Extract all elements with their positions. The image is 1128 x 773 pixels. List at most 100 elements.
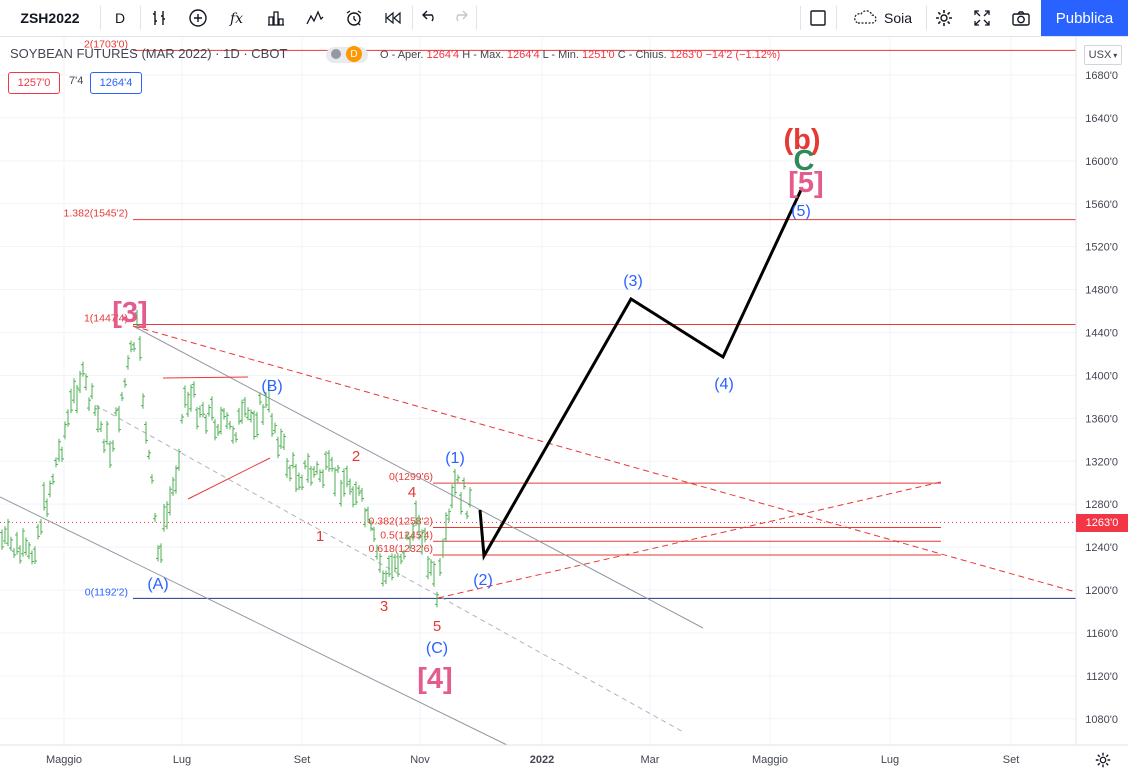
y-tick-label: 1400'0 bbox=[1085, 370, 1118, 382]
spread-value: 7'4 bbox=[69, 75, 84, 87]
y-tick-label: 1680'0 bbox=[1085, 70, 1118, 82]
delayed-badge: D bbox=[346, 46, 362, 62]
chart-grid bbox=[0, 37, 1076, 745]
triangle-bottom-line bbox=[187, 457, 271, 500]
wave-label: 2 bbox=[352, 448, 360, 465]
svg-text:fx: fx bbox=[229, 11, 243, 27]
wave-label: (5) bbox=[791, 203, 811, 220]
redo-icon[interactable] bbox=[444, 0, 476, 36]
wave-label: 4 bbox=[408, 484, 416, 501]
last-price-label: 1263'0 bbox=[1076, 514, 1128, 532]
low-value: 1251'0 bbox=[581, 49, 615, 61]
interval-button[interactable]: D bbox=[100, 0, 140, 36]
y-tick-label: 1560'0 bbox=[1085, 199, 1118, 211]
replay-icon[interactable] bbox=[375, 0, 411, 36]
y-tick-label: 1080'0 bbox=[1085, 714, 1118, 726]
top-toolbar: ZSH2022 D fx Soia Pubblica bbox=[0, 0, 1128, 37]
buy-price-box[interactable]: 1264'4 bbox=[90, 72, 142, 94]
symbol-search-label: Soia bbox=[883, 10, 913, 26]
close-value: 1263'0 bbox=[669, 49, 703, 61]
symbol-search-button[interactable]: Soia bbox=[838, 0, 926, 36]
interval-label: D bbox=[114, 10, 126, 26]
wave-label: 3 bbox=[380, 598, 388, 615]
high-value: 1264'4 bbox=[506, 49, 540, 61]
chart-drawings: 2(1703'0) 1.382(1545'2) 1(1447'4) 0(1192'2)… bbox=[0, 38, 1077, 746]
cloud-icon bbox=[854, 10, 877, 24]
channel-mid-dashed-line bbox=[94, 404, 686, 734]
high-label: H - Max. bbox=[462, 49, 504, 61]
change-value: −14'2 (−1.12%) bbox=[705, 49, 781, 61]
chart-axes: 1680'0 1640'0 1600'0 1560'0 1520'0 1480'0 1440… bbox=[0, 37, 1128, 766]
wave-label: (b) bbox=[783, 124, 820, 156]
lower-dashed-trendline bbox=[437, 481, 942, 599]
market-status-dot bbox=[331, 49, 341, 59]
y-tick-label: 1240'0 bbox=[1085, 542, 1118, 554]
fib-level-label: 0(1192'2) bbox=[85, 586, 128, 598]
symbol-label: ZSH2022 bbox=[20, 10, 80, 26]
y-tick-label: 1280'0 bbox=[1085, 499, 1118, 511]
bars-chart-icon[interactable] bbox=[142, 0, 178, 36]
wave-label: 5 bbox=[433, 618, 441, 635]
triangle-top-line bbox=[162, 376, 249, 379]
layout-square-icon[interactable] bbox=[801, 0, 835, 36]
currency-selector[interactable]: USX ▾ bbox=[1084, 45, 1122, 65]
x-tick-label: Maggio bbox=[46, 754, 82, 766]
y-tick-label: 1640'0 bbox=[1085, 113, 1118, 125]
wave-label: (3) bbox=[623, 273, 643, 290]
undo-icon[interactable] bbox=[414, 0, 446, 36]
fib-level-label: 0(1299'6) bbox=[389, 471, 433, 483]
currency-label: USX bbox=[1088, 49, 1112, 61]
fib-level-label: 1(1447'4) bbox=[84, 313, 128, 325]
low-label: L - Min. bbox=[542, 49, 579, 61]
fullscreen-icon[interactable] bbox=[965, 0, 999, 36]
fib-level-label: 2(1703'0) bbox=[84, 38, 128, 50]
x-tick-label: Set bbox=[294, 754, 311, 766]
wave-label: [5] bbox=[788, 167, 823, 199]
wave-label: C bbox=[794, 145, 815, 177]
ohlc-readout: O - Aper. 1264'4 H - Max. 1264'4 L - Min… bbox=[380, 49, 780, 61]
y-tick-label: 1120'0 bbox=[1086, 671, 1118, 683]
add-compare-icon[interactable] bbox=[180, 0, 216, 36]
fib-level-label: 0.382(1258'2) bbox=[369, 516, 433, 528]
x-tick-label: Lug bbox=[173, 754, 191, 766]
y-tick-label: 1440'0 bbox=[1085, 328, 1118, 340]
y-tick-label: 1320'0 bbox=[1085, 456, 1118, 468]
y-tick-label: 1360'0 bbox=[1085, 413, 1118, 425]
channel-bottom-line bbox=[0, 496, 508, 746]
wave-label: (1) bbox=[445, 450, 465, 467]
wave-label: (A) bbox=[147, 576, 168, 593]
symbol-button[interactable]: ZSH2022 bbox=[0, 0, 100, 36]
settings-gear-icon[interactable] bbox=[927, 0, 961, 36]
chart-canvas[interactable]: 2(1703'0) 1.382(1545'2) 1(1447'4) 0(1192'2)… bbox=[0, 37, 1128, 773]
alert-icon[interactable] bbox=[336, 0, 372, 36]
indicators-fx-icon[interactable]: fx bbox=[219, 0, 255, 36]
x-tick-label: Mar bbox=[641, 754, 660, 766]
wave-label: [4] bbox=[417, 663, 452, 695]
gear-icon[interactable] bbox=[1092, 749, 1114, 771]
y-tick-label: 1600'0 bbox=[1085, 156, 1118, 168]
chevron-down-icon: ▾ bbox=[1113, 50, 1118, 60]
wave-label: (2) bbox=[473, 572, 493, 589]
x-tick-label: Nov bbox=[410, 754, 430, 766]
templates-icon[interactable] bbox=[258, 0, 294, 36]
elliott-projection-path bbox=[478, 189, 803, 561]
wave-label: 1 bbox=[316, 528, 324, 545]
open-value: 1264'4 bbox=[426, 49, 460, 61]
chart-style-icon[interactable] bbox=[297, 0, 333, 36]
x-tick-label: 2022 bbox=[530, 754, 554, 766]
wave-label: (4) bbox=[714, 376, 734, 393]
wave-label: (C) bbox=[426, 640, 448, 657]
chart-title: SOYBEAN FUTURES (MAR 2022) · 1D · CBOT bbox=[10, 46, 288, 61]
x-tick-label: Lug bbox=[881, 754, 899, 766]
y-tick-label: 1480'0 bbox=[1085, 285, 1118, 297]
wave-label: [3] bbox=[112, 297, 147, 329]
camera-icon[interactable] bbox=[1004, 0, 1038, 36]
publish-button[interactable]: Pubblica bbox=[1041, 0, 1128, 36]
wave-labels: [3] [4] [5] (b)C (A) (B) (C) (1) (2) (3) (4) (5) 1 2 3… bbox=[112, 124, 823, 695]
y-tick-label: 1520'0 bbox=[1085, 242, 1118, 254]
y-tick-label: 1200'0 bbox=[1085, 585, 1118, 597]
wave-label: (B) bbox=[261, 378, 282, 395]
sell-price-box[interactable]: 1257'0 bbox=[8, 72, 60, 94]
x-tick-label: Maggio bbox=[752, 754, 788, 766]
open-label: O - Aper. bbox=[380, 49, 424, 61]
